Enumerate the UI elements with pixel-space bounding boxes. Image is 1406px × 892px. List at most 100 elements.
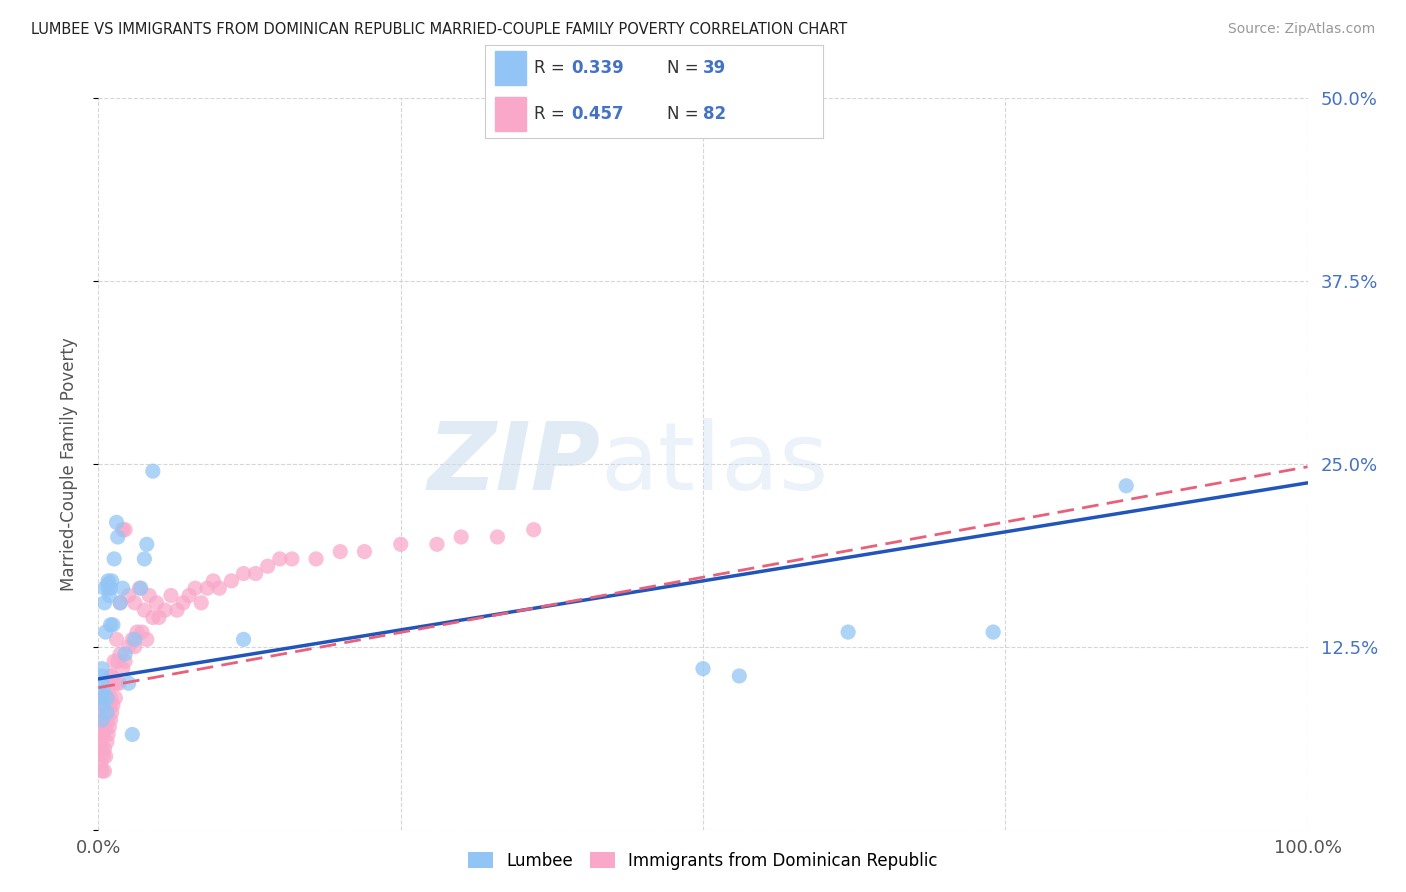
Text: atlas: atlas [600,417,828,510]
Point [114,523,136,537]
Point [111,662,134,676]
Point [281,552,304,566]
Point [981,625,1004,640]
Text: 0.457: 0.457 [571,105,624,123]
Point [100,574,122,588]
Point [166,603,188,617]
Point [91,764,114,778]
Point [111,523,134,537]
Point [108,596,131,610]
Point [105,516,128,530]
Point [208,581,231,595]
Point [124,632,146,647]
Point [129,581,152,595]
Point [96,690,118,705]
Point [93,764,115,778]
Point [96,706,118,720]
Legend: Lumbee, Immigrants from Dominican Republic: Lumbee, Immigrants from Dominican Republ… [461,846,945,877]
Point [127,625,149,640]
Point [91,727,114,741]
Point [160,589,183,603]
Point [195,581,218,595]
Point [103,676,125,690]
Point [96,690,118,705]
Point [353,544,375,558]
Point [111,581,134,595]
Text: R =: R = [534,59,569,77]
Point [103,654,125,668]
Point [450,530,472,544]
Point [100,713,122,727]
Point [1115,479,1137,493]
Point [104,690,127,705]
Point [105,676,128,690]
Point [93,596,115,610]
Point [256,559,278,574]
Point [184,581,207,595]
Point [426,537,449,551]
Point [221,574,243,588]
Point [100,581,122,595]
Point [131,625,153,640]
Point [91,749,114,764]
Point [692,662,714,676]
Point [134,603,156,617]
Point [96,735,118,749]
Point [114,647,136,661]
Point [100,669,122,683]
Point [135,537,157,551]
Point [91,683,114,698]
Point [135,632,157,647]
Point [124,596,146,610]
Point [97,727,120,741]
Point [91,676,114,690]
Point [94,690,117,705]
Point [98,720,121,734]
Point [103,552,125,566]
Point [486,530,509,544]
Text: 39: 39 [703,59,725,77]
Bar [495,97,526,131]
Point [97,581,120,595]
Text: 0.339: 0.339 [571,59,624,77]
Point [245,566,267,581]
Point [108,676,131,690]
Point [142,610,165,624]
Point [145,596,167,610]
Point [90,756,112,771]
Point [118,676,141,690]
Point [107,654,129,668]
Point [93,698,115,713]
Bar [495,51,526,85]
Point [100,669,122,683]
Point [97,706,120,720]
Text: N =: N = [668,105,704,123]
Point [97,576,120,591]
Point [153,603,176,617]
Point [148,610,170,624]
Point [100,617,122,632]
Point [91,706,114,720]
Point [121,632,143,647]
Point [107,530,129,544]
Point [134,552,156,566]
Point [91,742,114,756]
Point [101,617,124,632]
Point [179,589,201,603]
Point [138,589,160,603]
Point [108,596,131,610]
Point [91,662,114,676]
Point [90,735,112,749]
Point [100,690,122,705]
Point [94,720,117,734]
Point [91,713,114,727]
Point [172,596,194,610]
Point [190,596,212,610]
Point [94,749,117,764]
Point [90,713,112,727]
Text: R =: R = [534,105,569,123]
Point [202,574,225,588]
Point [232,566,254,581]
Point [97,683,120,698]
Point [124,640,146,654]
